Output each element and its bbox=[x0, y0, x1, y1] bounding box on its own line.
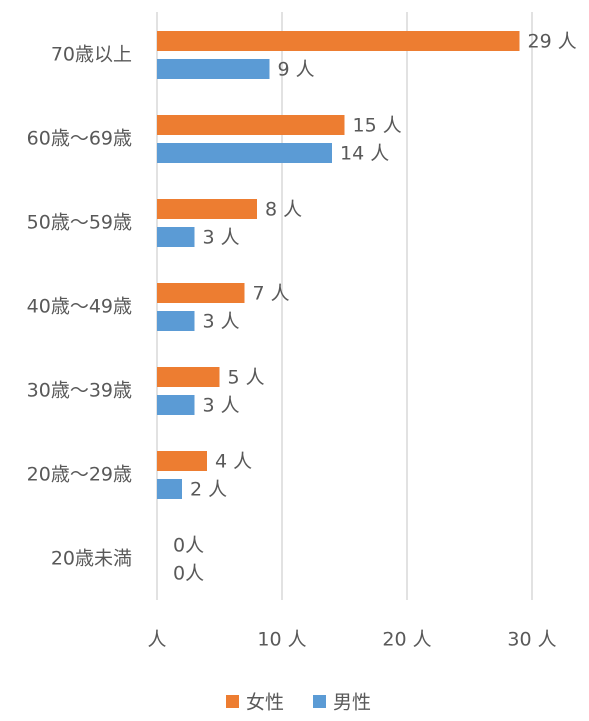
bar bbox=[157, 115, 345, 135]
bar bbox=[157, 367, 220, 387]
x-tick-label: 30 人 bbox=[507, 629, 556, 651]
legend-label: 男性 bbox=[333, 692, 371, 714]
data-label: 8 人 bbox=[265, 199, 302, 221]
data-label: 4 人 bbox=[215, 451, 252, 473]
data-label: 3 人 bbox=[203, 395, 240, 417]
legend-swatch bbox=[226, 695, 239, 708]
data-label: 3 人 bbox=[203, 227, 240, 249]
y-tick-label: 20歳～29歳 bbox=[27, 464, 132, 486]
y-tick-label: 50歳～59歳 bbox=[27, 212, 132, 234]
data-label: 2 人 bbox=[190, 479, 227, 501]
data-label: 5 人 bbox=[228, 367, 265, 389]
x-tick-label: 20 人 bbox=[382, 629, 431, 651]
legend-label: 女性 bbox=[246, 692, 284, 714]
bar bbox=[157, 395, 195, 415]
data-label: 0人 bbox=[173, 535, 204, 557]
bar bbox=[157, 283, 245, 303]
data-label: 0人 bbox=[173, 563, 204, 585]
x-tick-label: 10 人 bbox=[257, 629, 306, 651]
data-label: 7 人 bbox=[253, 283, 290, 305]
y-tick-label: 30歳～39歳 bbox=[27, 380, 132, 402]
data-label: 9 人 bbox=[278, 59, 315, 81]
bar bbox=[157, 59, 270, 79]
y-tick-label: 60歳～69歳 bbox=[27, 128, 132, 150]
bar bbox=[157, 199, 257, 219]
data-label: 3 人 bbox=[203, 311, 240, 333]
y-tick-label: 40歳～49歳 bbox=[27, 296, 132, 318]
y-tick-label: 70歳以上 bbox=[51, 44, 132, 66]
bar bbox=[157, 143, 332, 163]
x-tick-label: 人 bbox=[147, 629, 166, 651]
bar bbox=[157, 451, 207, 471]
bar bbox=[157, 479, 182, 499]
y-tick-label: 20歳未満 bbox=[51, 548, 132, 570]
legend-swatch bbox=[313, 695, 326, 708]
bar bbox=[157, 311, 195, 331]
data-label: 15 人 bbox=[353, 115, 402, 137]
bar bbox=[157, 227, 195, 247]
bar bbox=[157, 31, 520, 51]
data-label: 29 人 bbox=[528, 31, 577, 53]
data-label: 14 人 bbox=[340, 143, 389, 165]
